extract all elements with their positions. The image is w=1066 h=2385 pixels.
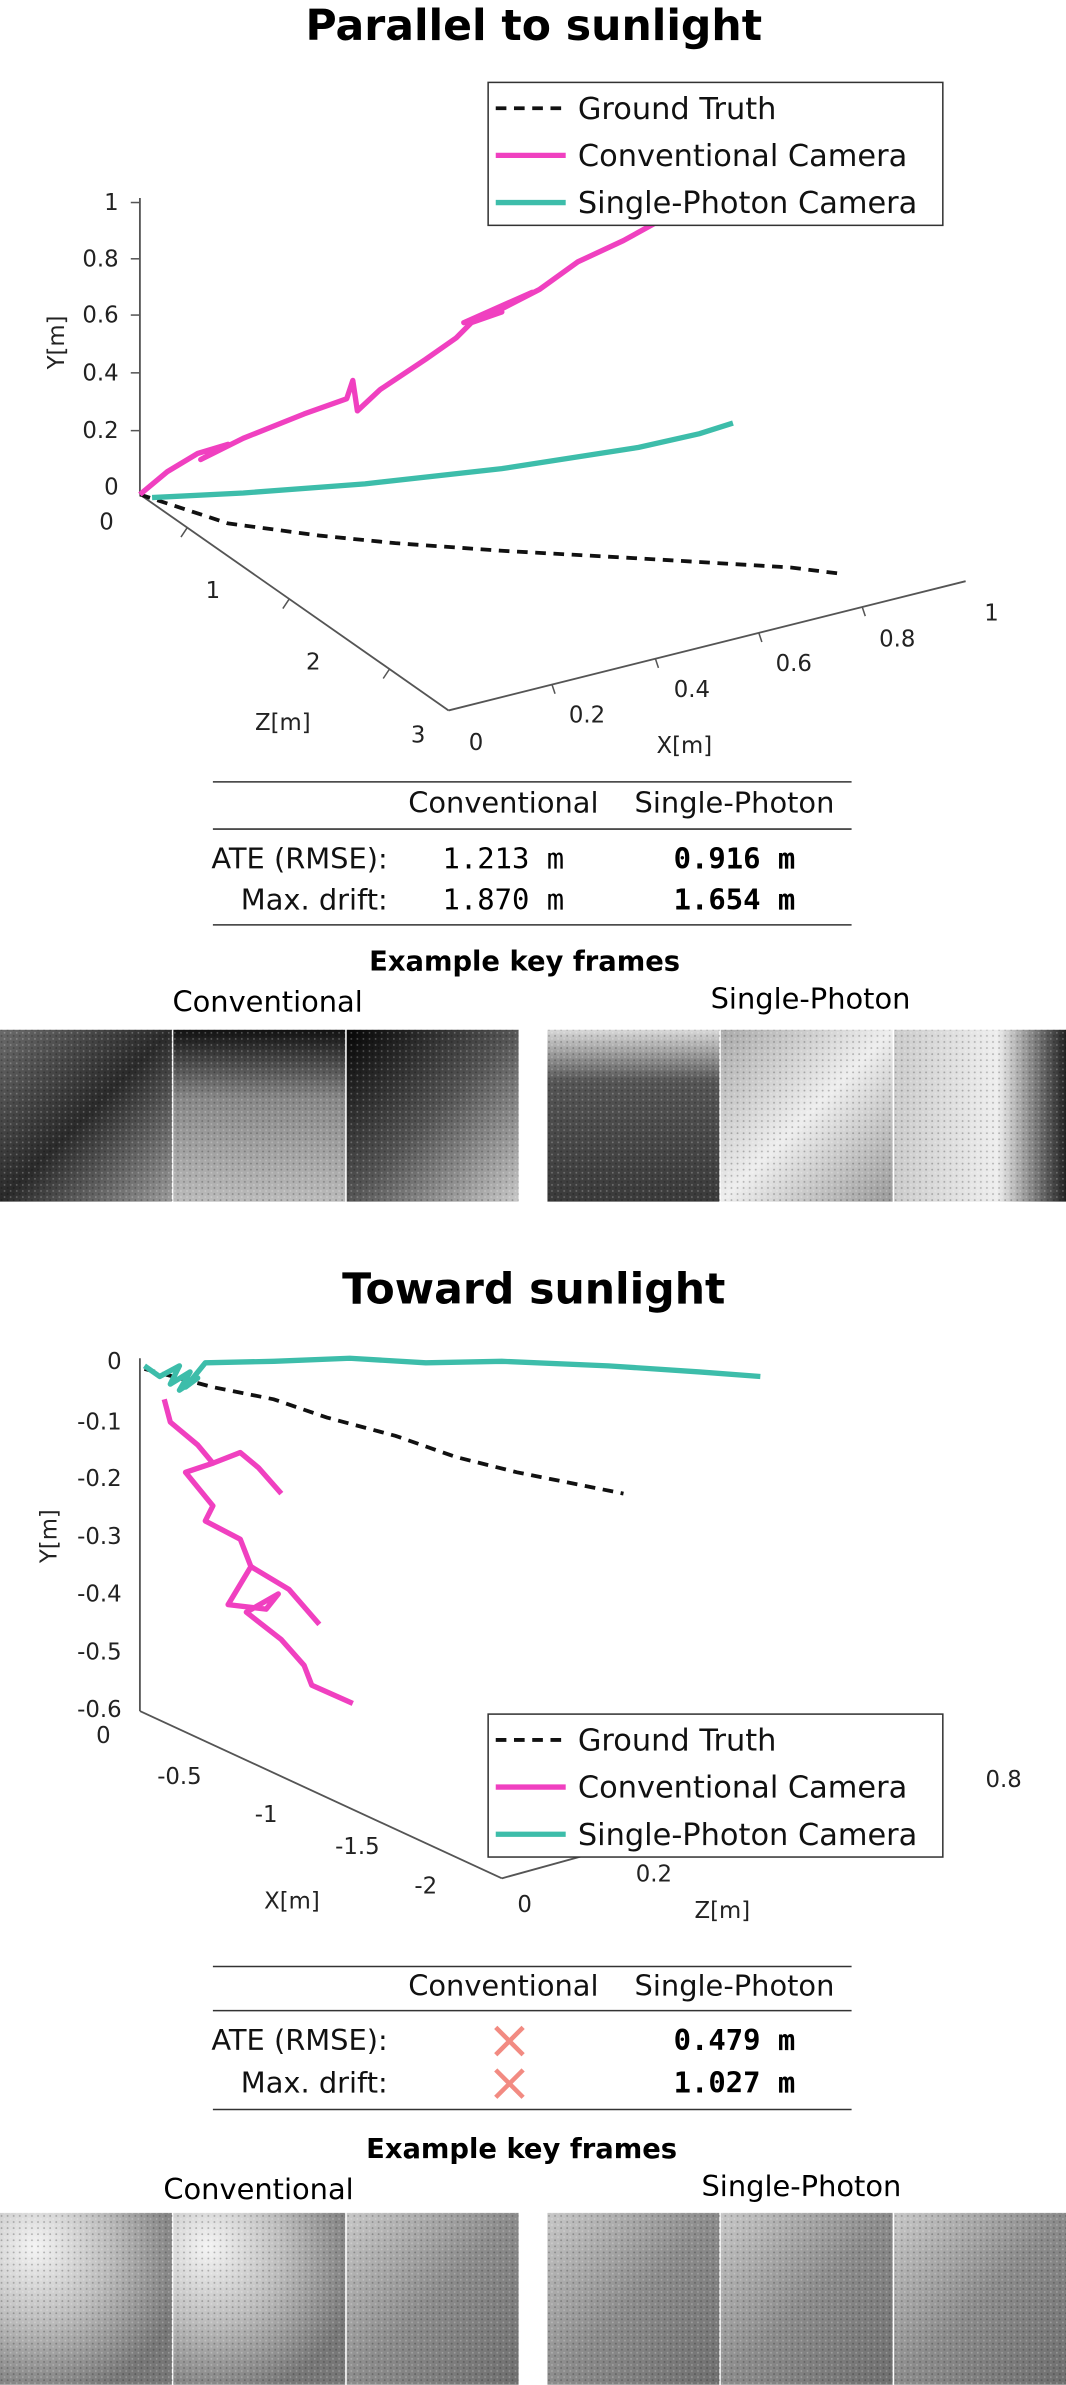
column-header: Conventional (408, 1968, 598, 2002)
single-photon-path (151, 420, 734, 501)
conventional-path (249, 1564, 322, 1627)
x-tick-label: -1.5 (335, 1834, 379, 1860)
z-tick-label: 0.2 (636, 1861, 672, 1887)
y-tick-label: -0.3 (77, 1524, 121, 1550)
cell-value: 0.479 m (674, 2023, 796, 2057)
z-tick-label: 0 (99, 509, 114, 535)
metrics-table: Conventional Single-Photon ATE (RMSE): 1.21… (211, 781, 852, 926)
metrics-table: Conventional Single-Photon ATE (RMSE): 0.47… (211, 1965, 852, 2111)
row-label: ATE (RMSE): (211, 2023, 387, 2057)
x-tick-label: 0.4 (674, 677, 710, 703)
cell-value: 1.213 m (442, 842, 564, 876)
plot-3d: 0 -0.1 -0.2 -0.3 -0.4 -0.5 -0.6 Y[m] 0 -… (36, 1349, 1022, 1924)
z-axis-label: Z[m] (255, 710, 311, 736)
x-tick-label: -1 (255, 1802, 278, 1828)
x-tick-label: 0 (469, 730, 484, 756)
y-axis-label: Y[m] (36, 1509, 62, 1564)
panel-title: Toward sunlight (342, 1265, 725, 1315)
z-tick-label: 2 (306, 649, 321, 675)
legend-label: Ground Truth (578, 92, 777, 127)
fail-cross (494, 2025, 525, 2057)
y-tick-label: -0.4 (77, 1582, 121, 1608)
cell-value: 1.027 m (674, 2066, 796, 2100)
x-axis-label: X[m] (264, 1889, 320, 1915)
column-header: Conventional (408, 785, 598, 819)
y-tick-label: 0.6 (82, 303, 118, 329)
y-tick-label: -0.6 (77, 1697, 121, 1723)
fail-cross (494, 2068, 525, 2099)
key-frames-title: Example key frames (369, 946, 680, 977)
column-header: Single-Photon (635, 785, 835, 819)
legend-label: Ground Truth (578, 1724, 777, 1759)
y-tick-label: 0 (107, 1349, 122, 1375)
z-tick-label: 0.8 (986, 1767, 1022, 1793)
x-tick-label: -0.5 (157, 1764, 201, 1790)
key-frames-caption: Conventional (163, 2172, 353, 2206)
row-label: Max. drift: (241, 2066, 388, 2100)
y-tick-label: 1 (104, 190, 119, 216)
key-frames (0, 2212, 1066, 2385)
x-tick-label: 1 (984, 601, 999, 627)
key-frames-caption: Conventional (172, 985, 362, 1019)
cell-value: 1.654 m (674, 883, 796, 917)
x-axis (448, 580, 966, 712)
y-tick-label: 0 (104, 475, 119, 501)
z-axis-label: Z[m] (695, 1898, 751, 1924)
cell-value: 0.916 m (674, 842, 796, 876)
conventional-path (138, 221, 656, 497)
key-frames-title: Example key frames (366, 2134, 677, 2165)
conventional-path (211, 1449, 284, 1496)
legend-label: Single-Photon Camera (578, 186, 917, 221)
plot-3d: 1 0.8 0.6 0.4 0.2 0 Y[m] 0 1 2 3 0 0.2 0… (44, 81, 999, 759)
y-tick-label: -0.2 (77, 1466, 121, 1492)
legend-label: Single-Photon Camera (578, 1818, 917, 1853)
y-tick-label: 0.4 (82, 360, 118, 386)
y-tick-label: 0.8 (82, 246, 118, 272)
z-tick-label: 0 (517, 1892, 532, 1918)
y-tick-label: -0.5 (77, 1639, 121, 1665)
z-axis (139, 493, 450, 712)
legend-label: Conventional Camera (578, 1771, 907, 1806)
x-tick-label: 0.2 (569, 703, 605, 729)
y-tick-label: 0.2 (82, 418, 118, 444)
z-tick-label: 1 (206, 578, 221, 604)
row-label: ATE (RMSE): (211, 842, 387, 876)
conventional-path (161, 1398, 354, 1706)
key-frames-caption: Single-Photon (701, 2169, 901, 2203)
x-tick-label: 0.8 (879, 627, 915, 653)
y-tick-label: -0.1 (77, 1410, 121, 1436)
x-tick-label: -2 (414, 1874, 437, 1900)
cell-value: 1.870 m (442, 883, 564, 917)
x-tick-label: 0 (96, 1723, 111, 1749)
x-axis (139, 1710, 503, 1880)
z-tick-label: 3 (411, 722, 426, 748)
single-photon-path (142, 1355, 761, 1393)
x-tick-label: 0.6 (776, 651, 812, 677)
column-header: Single-Photon (635, 1968, 835, 2002)
ground-truth-path (139, 492, 840, 576)
row-label: Max. drift: (241, 883, 388, 917)
x-axis-label: X[m] (656, 733, 712, 759)
y-axis-label: Y[m] (44, 315, 70, 370)
key-frames (0, 1029, 1066, 1202)
ground-truth-path (143, 1367, 624, 1496)
panel-title: Parallel to sunlight (305, 1, 762, 51)
legend-label: Conventional Camera (578, 139, 907, 174)
key-frames-caption: Single-Photon (711, 981, 911, 1015)
